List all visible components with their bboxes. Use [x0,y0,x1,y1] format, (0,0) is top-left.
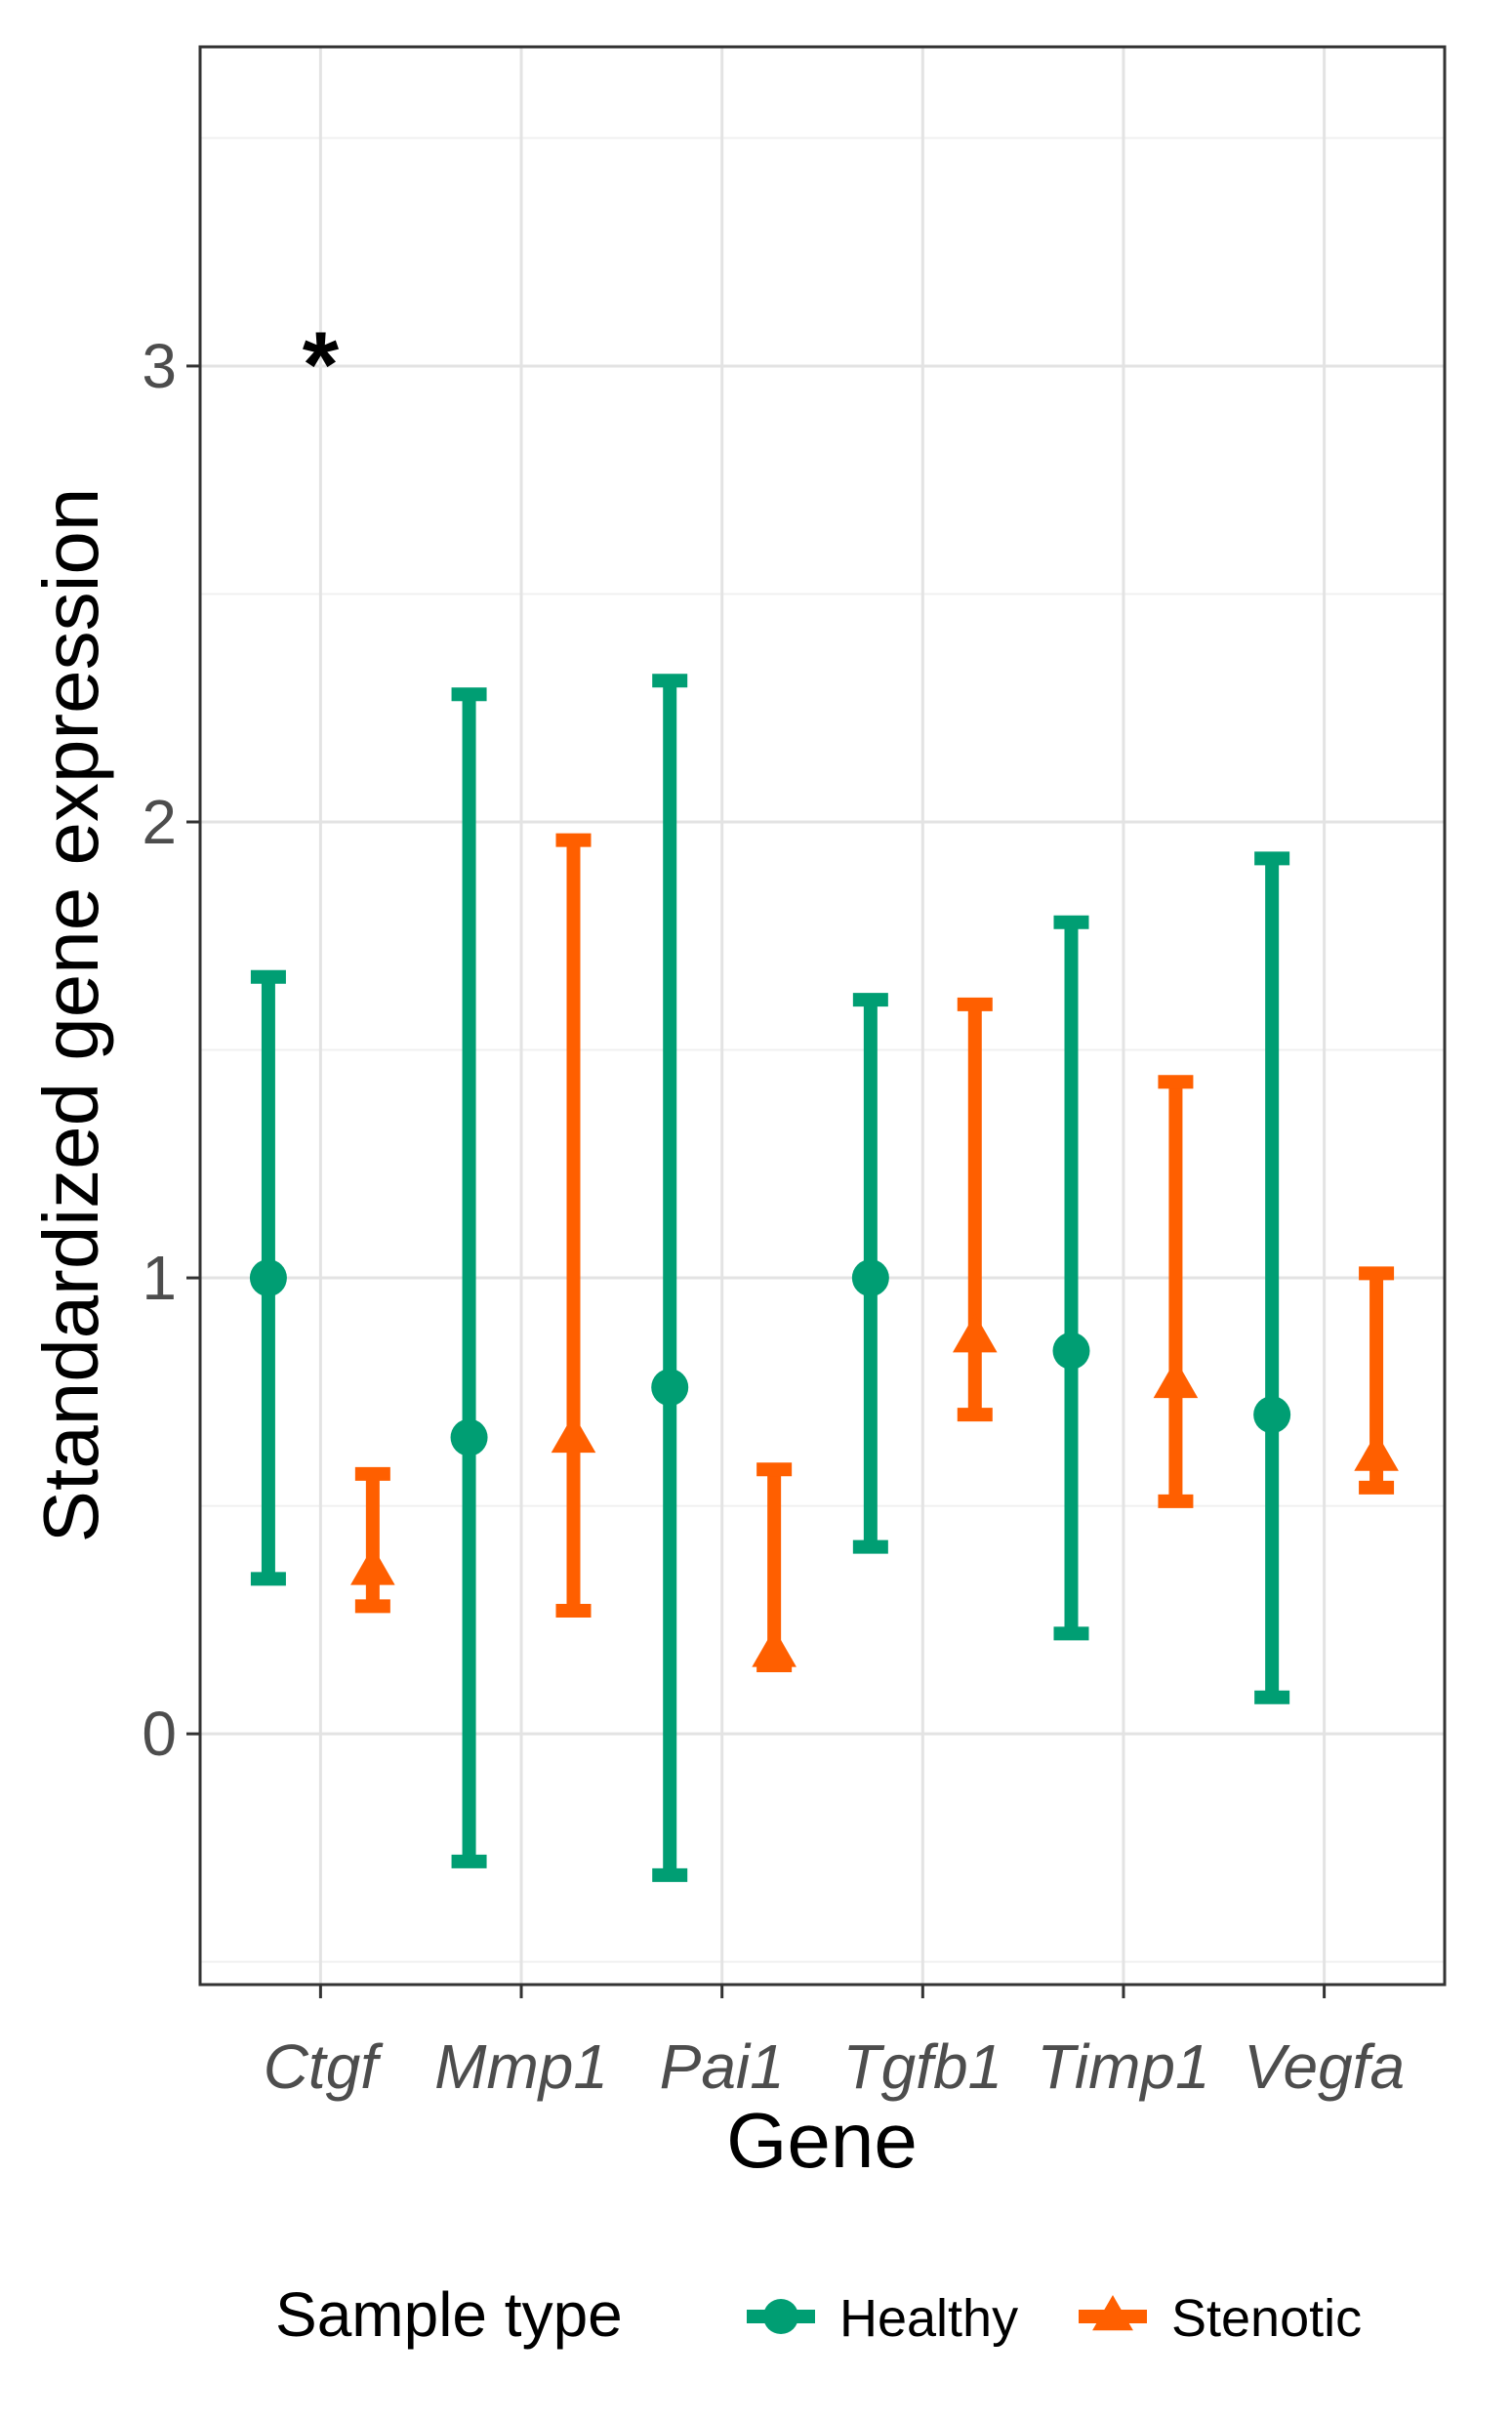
y-tick-label: 0 [142,1699,177,1769]
point-healthy [450,1418,488,1456]
x-tick-label: Vegfa [1244,2031,1405,2102]
legend-key-marker [763,2299,798,2334]
point-healthy [851,1259,889,1297]
legend-entry-label: Stenotic [1171,2289,1362,2348]
point-healthy [651,1369,689,1407]
x-axis: Ctgf Mmp1 Pai1 Tgfb1 Timp1 Vegfa [264,1985,1405,2102]
x-tick-label: Pai1 [660,2031,785,2102]
grid-layer [200,47,1445,1985]
point-stenotic [551,1414,596,1454]
legend-title: Sample type [275,2279,623,2350]
y-axis-title: Standardized gene expression [27,488,114,1543]
point-stenotic [350,1545,395,1585]
legend: Sample type Healthy Stenotic [275,2279,1362,2350]
plot-panel-border [198,45,1447,1987]
point-healthy [1253,1396,1291,1434]
legend-key-marker [1092,2295,1133,2331]
point-stenotic [952,1313,998,1353]
point-healthy [249,1259,287,1297]
point-healthy [1052,1332,1090,1370]
legend-entry-label: Healthy [839,2289,1018,2348]
series-healthy [249,674,1291,1882]
point-stenotic [752,1628,797,1667]
y-tick-label: 2 [142,787,177,857]
x-tick-label: Timp1 [1037,2031,1209,2102]
x-axis-title: Gene [726,2097,918,2184]
series-stenotic [350,833,1399,1673]
point-stenotic [1153,1359,1199,1399]
x-tick-label: Ctgf [264,2031,385,2102]
plot-panel-background [200,47,1445,1985]
significance-annotation: * [303,313,340,418]
y-tick-label: 1 [142,1243,177,1313]
point-stenotic [1354,1432,1399,1471]
y-tick-label: 3 [142,331,177,401]
y-axis: 0 1 2 3 [142,331,200,1769]
x-tick-label: Mmp1 [434,2031,608,2102]
annotation-layer: * [303,313,340,418]
x-tick-label: Tgfb1 [842,2031,1002,2102]
series-layer [249,674,1399,1882]
